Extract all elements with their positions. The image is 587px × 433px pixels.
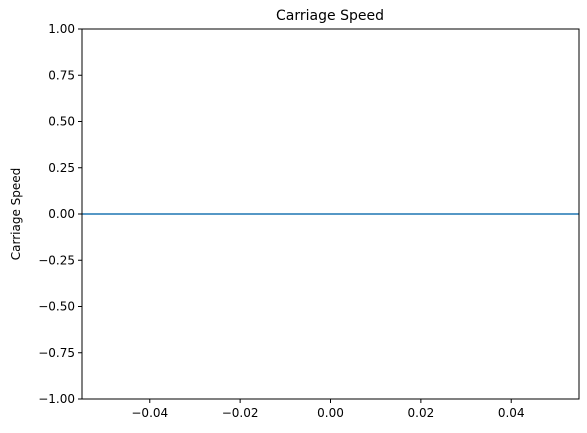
y-tick-label: 1.00 [48, 22, 75, 36]
x-tick-label: 0.00 [317, 406, 344, 420]
plot-frame [81, 28, 580, 400]
x-tick-label: −0.04 [131, 406, 168, 420]
y-tick-label: −0.25 [38, 253, 75, 267]
y-tick-label: 0.25 [48, 161, 75, 175]
y-tick-label: −0.75 [38, 346, 75, 360]
y-tick-label: 0.75 [48, 68, 75, 82]
y-tick-label: −0.50 [38, 300, 75, 314]
x-tick-label: 0.02 [408, 406, 435, 420]
x-tick-label: −0.02 [222, 406, 259, 420]
y-tick-label: 0.50 [48, 115, 75, 129]
y-axis-label: Carriage Speed [9, 168, 23, 261]
chart-title: Carriage Speed [276, 8, 384, 24]
x-tick-label: 0.04 [498, 406, 525, 420]
x-axis: −0.04 −0.02 0.00 0.02 0.04 [131, 399, 525, 420]
y-axis: 1.00 0.75 0.50 0.25 0.00 −0.25 −0.50 −0.75 −1.00 [38, 22, 82, 406]
y-tick-label: −1.00 [38, 392, 75, 406]
y-tick-label: 0.00 [48, 207, 75, 221]
